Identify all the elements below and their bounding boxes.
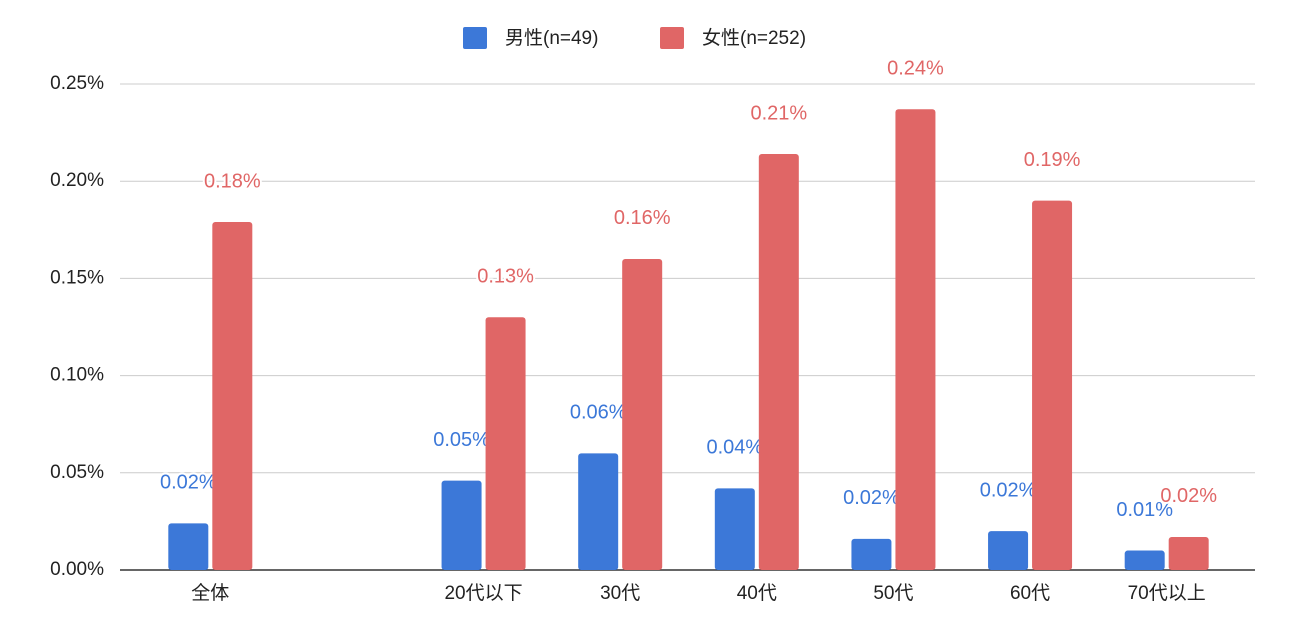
legend-label: 男性(n=49): [505, 27, 598, 49]
bar: [1124, 550, 1165, 570]
value-label: 0.16%: [614, 207, 671, 229]
value-label: 0.05%: [433, 429, 490, 451]
bar: [714, 488, 755, 570]
y-tick-label: 0.20%: [50, 170, 104, 191]
x-tick-label: 60代: [1010, 582, 1050, 604]
legend-swatch: [660, 27, 684, 49]
y-tick-label: 0.05%: [50, 462, 104, 483]
value-label: 0.21%: [750, 102, 807, 124]
bar: [485, 317, 526, 570]
legend-label: 女性(n=252): [702, 27, 806, 49]
y-tick-label: 0.15%: [50, 267, 104, 288]
x-tick-label: 20代以下: [444, 582, 522, 604]
y-tick-label: 0.00%: [50, 559, 104, 580]
x-tick-label: 全体: [191, 582, 229, 604]
y-tick-label: 0.10%: [50, 365, 104, 386]
bar: [578, 453, 619, 570]
y-tick-label: 0.25%: [50, 73, 104, 94]
bar: [441, 480, 482, 570]
value-label: 0.13%: [477, 266, 534, 288]
value-label: 0.04%: [706, 437, 763, 459]
bar: [895, 109, 936, 570]
value-label: 0.02%: [980, 479, 1037, 501]
bar: [1032, 200, 1073, 570]
value-label: 0.01%: [1116, 499, 1173, 521]
bar: [988, 531, 1029, 570]
value-label: 0.24%: [887, 58, 944, 80]
value-label: 0.02%: [160, 472, 217, 494]
bar: [851, 538, 892, 570]
x-tick-label: 30代: [600, 582, 640, 604]
value-label: 0.02%: [1160, 485, 1217, 507]
bar: [168, 523, 209, 570]
x-tick-label: 70代以上: [1128, 582, 1206, 604]
value-label: 0.02%: [843, 487, 900, 509]
bar: [622, 258, 663, 570]
value-label: 0.19%: [1024, 149, 1081, 171]
value-label: 0.18%: [204, 170, 261, 192]
bar: [1168, 536, 1209, 570]
bar: [758, 153, 799, 570]
bar: [212, 222, 253, 571]
x-tick-label: 40代: [737, 582, 777, 604]
legend-swatch: [463, 27, 487, 49]
value-label: 0.06%: [570, 402, 627, 424]
x-tick-label: 50代: [873, 582, 913, 604]
